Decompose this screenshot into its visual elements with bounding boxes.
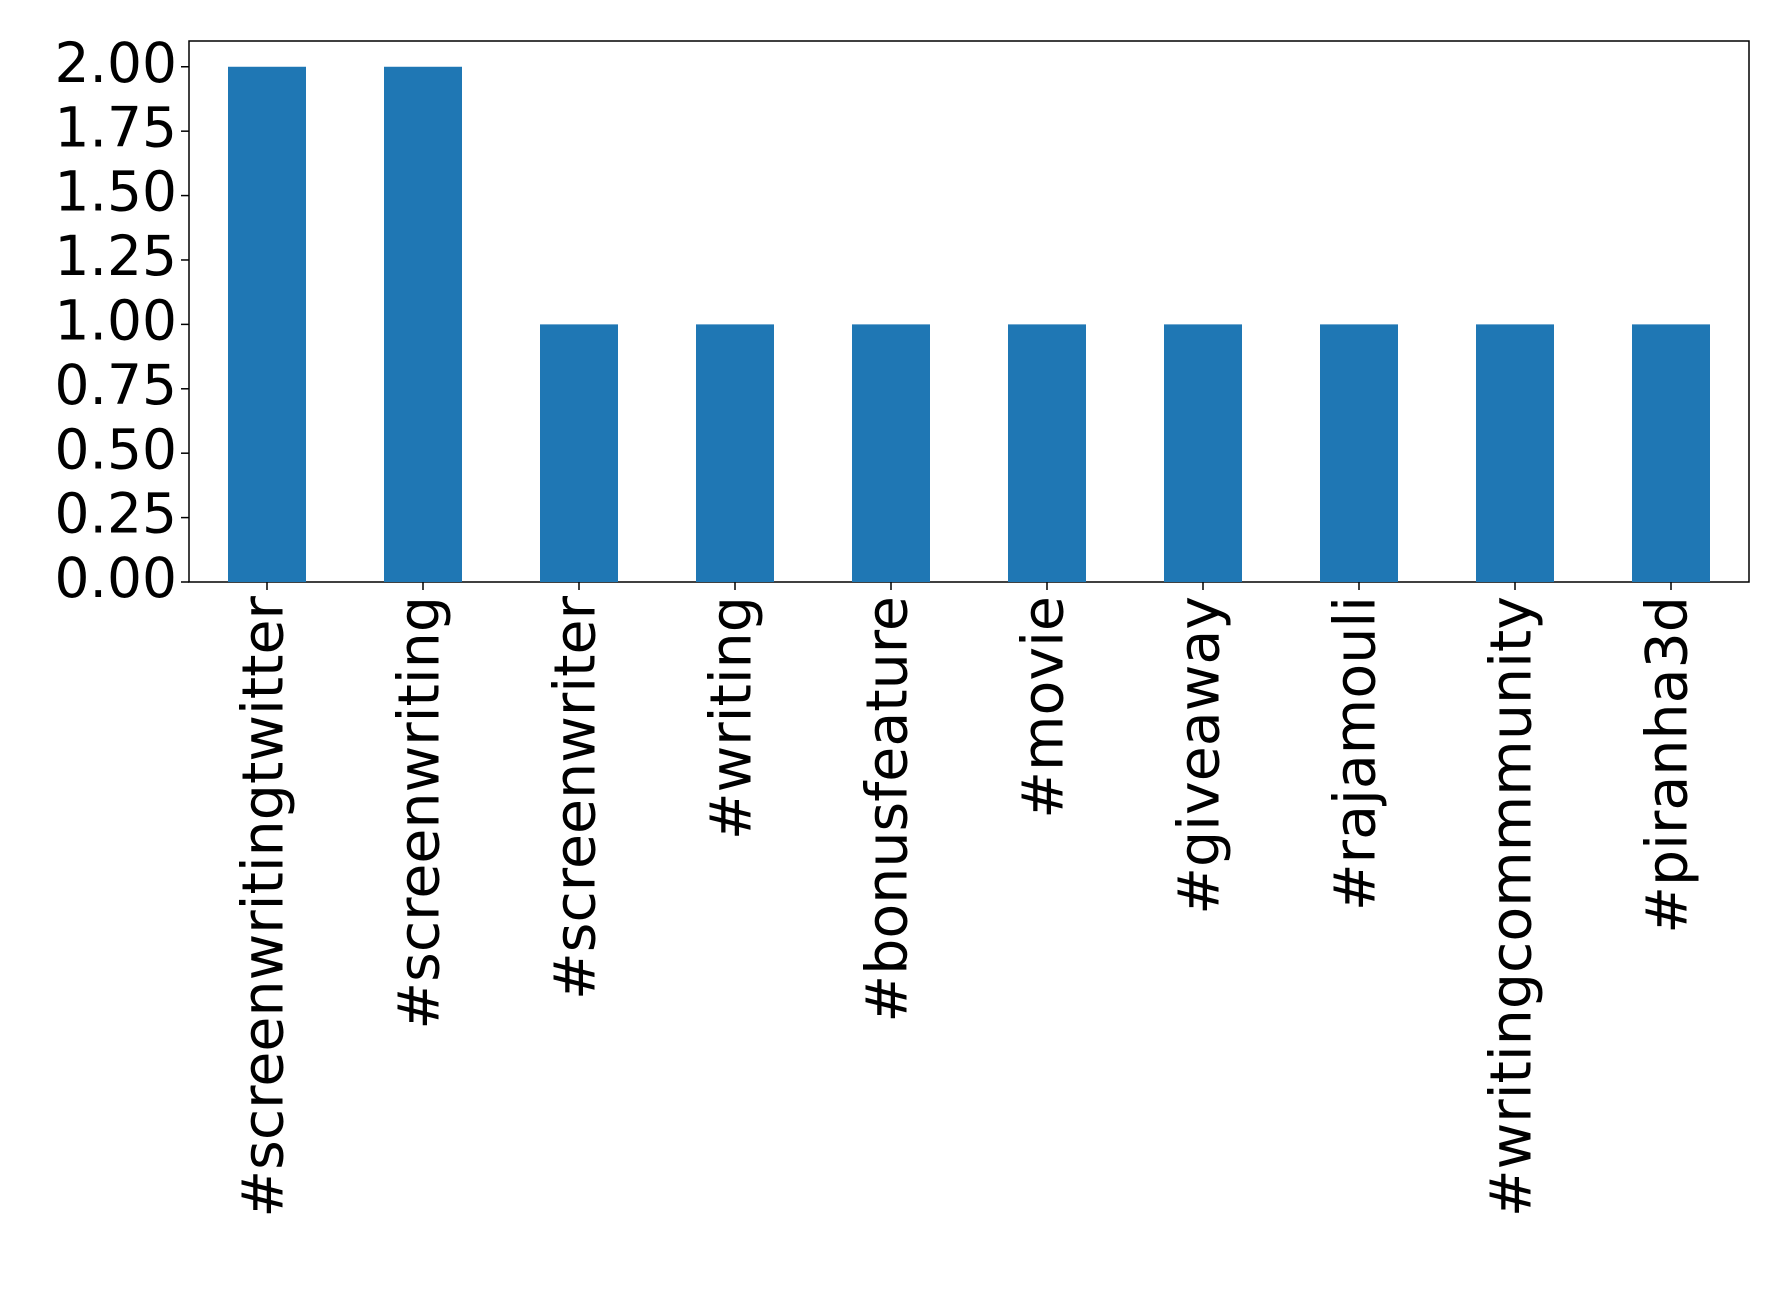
x-tick-label: #bonusfeature (855, 596, 921, 1023)
bar (540, 324, 618, 582)
x-tick-label: #rajamouli (1323, 596, 1389, 911)
x-tick-label: #screenwriter (543, 595, 609, 1000)
x-tick-label: #screenwriting (387, 596, 453, 1030)
bar (1476, 324, 1554, 582)
bar (1164, 324, 1242, 582)
x-tick-label: #movie (1011, 596, 1077, 819)
bar (1320, 324, 1398, 582)
x-tick-label: #writing (699, 596, 765, 840)
x-tick-label: #writingcommmunity (1479, 596, 1545, 1217)
x-tick-label: #piranha3d (1635, 596, 1701, 934)
y-tick-label: 1.00 (55, 289, 177, 353)
y-tick-label: 0.75 (55, 353, 177, 417)
bar (852, 324, 930, 582)
plot-frame (188, 40, 1750, 583)
x-tick-label: #screenwritingtwitter (231, 595, 297, 1217)
y-tick-label: 0.00 (55, 546, 177, 610)
y-tick-label: 1.50 (55, 160, 177, 224)
bar (384, 66, 462, 582)
bar (1008, 324, 1086, 582)
bar (228, 66, 306, 582)
x-tick-label: #giveaway (1167, 596, 1233, 915)
y-tick-label: 1.75 (55, 95, 177, 159)
y-tick-label: 2.00 (55, 31, 177, 95)
y-tick-label: 0.25 (55, 482, 177, 546)
y-tick-label: 1.25 (55, 224, 177, 288)
y-tick-label: 0.50 (55, 417, 177, 481)
bar (1632, 324, 1710, 582)
bar (696, 324, 774, 582)
